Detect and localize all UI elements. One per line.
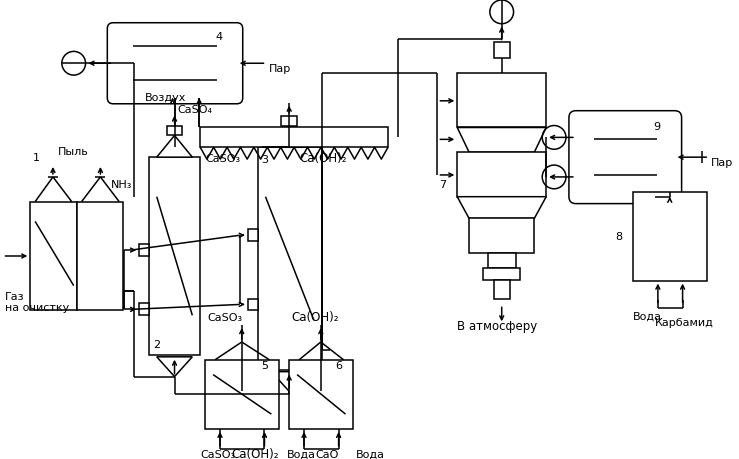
Bar — [77, 202, 123, 311]
Bar — [483, 268, 520, 280]
Polygon shape — [457, 128, 546, 153]
Text: 8: 8 — [616, 232, 622, 242]
Text: 4: 4 — [215, 32, 222, 41]
Text: 1: 1 — [33, 153, 40, 163]
Text: Ca(OH)₂: Ca(OH)₂ — [299, 152, 347, 165]
Text: CaSO₃: CaSO₃ — [200, 449, 235, 459]
Text: Карбамид: Карбамид — [655, 318, 714, 327]
Bar — [166, 126, 183, 136]
Bar — [289, 360, 353, 429]
Polygon shape — [157, 136, 192, 158]
Bar — [469, 219, 534, 253]
Text: Вода: Вода — [287, 449, 316, 459]
Bar — [205, 360, 279, 429]
Polygon shape — [457, 197, 546, 219]
Bar — [457, 153, 546, 197]
Text: NH₃: NH₃ — [112, 179, 132, 190]
Text: 7: 7 — [440, 179, 446, 190]
Text: Газ
на очистку: Газ на очистку — [4, 291, 69, 313]
Polygon shape — [157, 357, 192, 377]
Bar — [30, 202, 77, 311]
Text: Ca(OH)₂: Ca(OH)₂ — [232, 447, 279, 459]
Bar — [282, 117, 297, 126]
Bar — [488, 253, 516, 268]
Text: CaSO₃: CaSO₃ — [205, 154, 240, 164]
Text: CaO: CaO — [316, 449, 339, 459]
Polygon shape — [271, 126, 307, 148]
Text: 2: 2 — [153, 339, 160, 349]
Text: В атмосферу: В атмосферу — [457, 319, 537, 332]
FancyBboxPatch shape — [569, 112, 681, 204]
Text: Пыль: Пыль — [58, 147, 89, 157]
FancyBboxPatch shape — [107, 24, 242, 105]
Text: Ca(OH)₂: Ca(OH)₂ — [291, 311, 338, 324]
Polygon shape — [271, 372, 307, 392]
Bar — [248, 299, 258, 311]
Bar — [258, 148, 321, 370]
Text: 9: 9 — [653, 122, 660, 132]
Bar — [494, 280, 510, 300]
Text: Пар: Пар — [268, 64, 290, 74]
Text: 3: 3 — [262, 155, 268, 165]
Bar — [457, 74, 546, 128]
Bar — [633, 192, 707, 281]
Bar — [139, 304, 149, 316]
Text: Пар: Пар — [711, 158, 734, 168]
Text: CaSO₄: CaSO₄ — [177, 105, 213, 114]
Text: 6: 6 — [336, 360, 343, 370]
Bar — [248, 230, 258, 241]
Bar — [494, 44, 510, 59]
Text: Вода: Вода — [355, 449, 384, 459]
Bar — [200, 128, 388, 148]
Bar — [149, 158, 200, 355]
Text: CaSO₃: CaSO₃ — [207, 313, 242, 323]
Bar — [139, 245, 149, 257]
Text: Вода: Вода — [633, 311, 662, 320]
Text: 5: 5 — [262, 360, 268, 370]
Text: Воздух: Воздух — [145, 93, 186, 103]
